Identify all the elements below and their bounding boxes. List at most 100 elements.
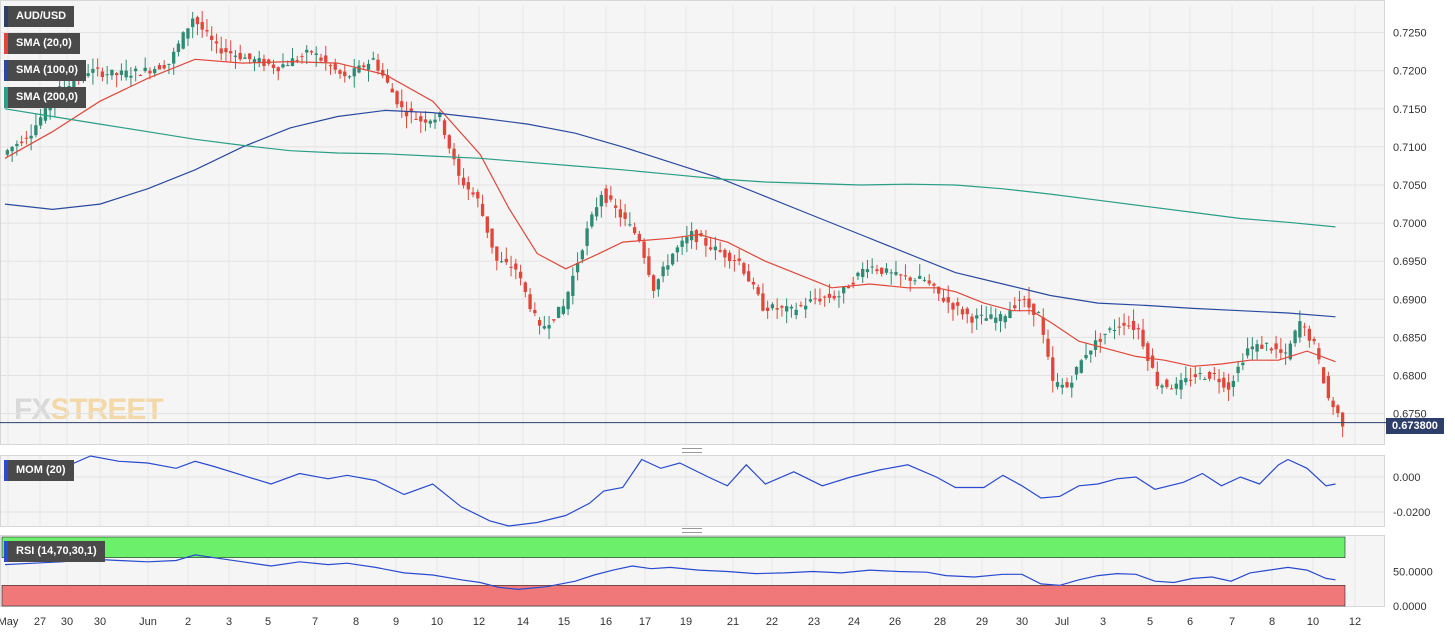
price-axis-tick-label: 0.6850: [1393, 332, 1427, 344]
candle-body: [723, 249, 727, 258]
fxstreet-logo: FXSTREET: [14, 393, 164, 426]
legend-sma100[interactable]: SMA (100,0): [4, 60, 86, 81]
candle-body: [875, 269, 879, 272]
price-panel[interactable]: [0, 0, 1385, 445]
mom-swatch: [4, 460, 8, 481]
candle-body: [1279, 349, 1283, 353]
candle-body: [680, 240, 684, 247]
candle-body: [918, 275, 922, 279]
candle-body: [1184, 378, 1188, 383]
candle-body: [865, 269, 870, 273]
time-axis-tick-label: 30: [1016, 616, 1028, 628]
time-axis-tick-label: 6: [1187, 616, 1193, 628]
candle-body: [1307, 328, 1312, 341]
time-axis-tick-label: May: [0, 616, 19, 628]
candle-body: [1245, 348, 1250, 356]
legend-mom[interactable]: MOM (20): [4, 460, 74, 481]
time-axis-tick-label: 30: [94, 616, 106, 628]
legend-sma20[interactable]: SMA (20,0): [4, 33, 80, 54]
candle-body: [1036, 312, 1041, 314]
candle-body: [110, 69, 114, 76]
candle-body: [1269, 348, 1274, 351]
candle-body: [870, 266, 874, 268]
candle-body: [984, 318, 988, 321]
sma20-line: [4, 58, 1336, 367]
candle-body: [1155, 371, 1159, 386]
candle-body: [167, 63, 171, 65]
candle-body: [319, 57, 323, 61]
candle-body: [998, 314, 1003, 322]
time-axis-tick-label: Jun: [139, 616, 157, 628]
candle-body: [314, 53, 318, 56]
candle-body: [300, 56, 304, 58]
momentum-panel[interactable]: [0, 455, 1385, 527]
candle-body: [827, 293, 832, 298]
legend-sma200[interactable]: SMA (200,0): [4, 87, 86, 108]
candle-body: [72, 81, 76, 88]
candle-body: [632, 227, 637, 234]
candle-body: [447, 135, 451, 149]
candle-body: [1326, 376, 1331, 399]
candle-body: [233, 55, 238, 57]
price-axis-tick-label: 0.6950: [1393, 256, 1427, 268]
time-axis-tick-label: 28: [934, 616, 946, 628]
candle-body: [352, 68, 356, 77]
candle-body: [994, 317, 998, 323]
candle-body: [34, 125, 38, 136]
panel-resize-handle[interactable]: [682, 528, 702, 533]
legend-rsi[interactable]: RSI (14,70,30,1): [4, 541, 105, 562]
candle-body: [1070, 382, 1074, 388]
candle-body: [205, 29, 209, 32]
candle-body: [637, 233, 642, 241]
candle-body: [1241, 362, 1245, 366]
candle-body: [1340, 412, 1345, 427]
candle-body: [162, 65, 166, 69]
candle-body: [1127, 325, 1131, 327]
candle-body: [908, 277, 912, 281]
time-axis-tick-label: 7: [312, 616, 318, 628]
time-axis-tick-label: 5: [265, 616, 271, 628]
candle-body: [1283, 352, 1288, 354]
candle-body: [1165, 379, 1169, 387]
candle-body: [1302, 326, 1307, 328]
candle-body: [390, 88, 394, 93]
candle-body: [252, 59, 257, 63]
candle-body: [751, 281, 756, 285]
candle-body: [1255, 344, 1259, 352]
legend-symbol[interactable]: AUD/USD: [4, 6, 75, 27]
candle-body: [1117, 326, 1121, 328]
candle-body: [267, 59, 271, 64]
candle-body: [219, 48, 223, 54]
candle-body: [428, 120, 432, 124]
candle-body: [1027, 298, 1031, 308]
candle-body: [666, 265, 670, 270]
candle-body: [466, 182, 470, 190]
candle-body: [195, 17, 200, 25]
candle-body: [471, 192, 475, 195]
candle-body: [271, 64, 276, 68]
candle-body: [200, 22, 204, 30]
candle-body: [347, 76, 352, 78]
candle-body: [24, 137, 29, 139]
candle-body: [1098, 338, 1102, 342]
candle-body: [1274, 343, 1278, 350]
candle-body: [499, 261, 504, 263]
candle-body: [1051, 357, 1055, 381]
candle-body: [404, 111, 409, 117]
candle-body: [846, 286, 851, 289]
time-axis-tick-label: 15: [558, 616, 570, 628]
candle-body: [1312, 339, 1316, 342]
candle-body: [19, 141, 24, 144]
candle-body: [899, 274, 903, 276]
candle-body: [780, 306, 784, 308]
candle-body: [148, 70, 152, 74]
candle-body: [490, 228, 494, 248]
candle-body: [713, 246, 718, 251]
time-axis-tick-label: 24: [848, 616, 860, 628]
candle-body: [333, 62, 337, 70]
panel-resize-handle[interactable]: [682, 448, 702, 453]
candle-body: [894, 272, 898, 275]
candle-body: [1074, 366, 1079, 375]
rsi-axis-tick-label: 50.0000: [1393, 567, 1433, 579]
candle-body: [775, 308, 779, 310]
